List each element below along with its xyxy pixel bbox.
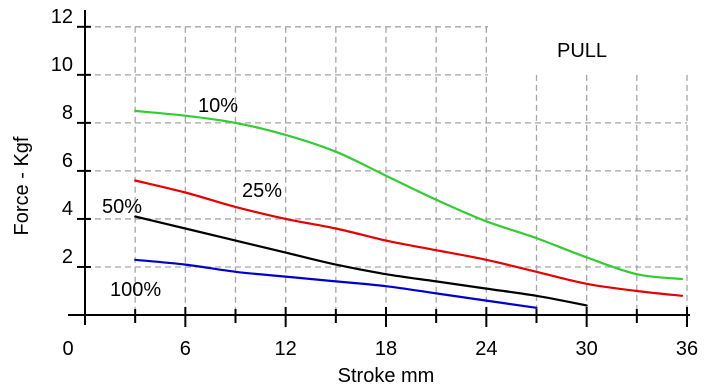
y-tick-label-10: 10 xyxy=(51,54,73,76)
series-label-50: 50% xyxy=(102,196,142,218)
series-line-10pct xyxy=(134,109,684,281)
x-tick-label-24: 24 xyxy=(475,338,497,360)
y-tick-label-12: 12 xyxy=(51,6,73,28)
x-tick-label-30: 30 xyxy=(576,338,598,360)
x-tick-label-0: 0 xyxy=(62,338,73,360)
y-tick-label-6: 6 xyxy=(62,150,73,172)
x-tick-label-6: 6 xyxy=(180,338,191,360)
grid xyxy=(85,26,688,315)
series-line-100pct xyxy=(134,258,538,309)
series-line-50pct xyxy=(134,215,588,307)
x-tick-label-12: 12 xyxy=(275,338,297,360)
series-lines xyxy=(134,109,684,309)
series-label-10: 10% xyxy=(198,95,238,117)
y-tick-label-8: 8 xyxy=(62,102,73,124)
y-tick-label-4: 4 xyxy=(62,198,73,220)
x-axis-title: Stroke mm xyxy=(338,365,435,387)
ticks xyxy=(77,25,688,327)
y-tick-label-2: 2 xyxy=(62,246,73,268)
series-line-25pct xyxy=(134,179,684,297)
y-axis-title: Force - Kgf xyxy=(11,136,33,235)
series-label-25: 25% xyxy=(242,180,282,202)
x-tick-label-18: 18 xyxy=(375,338,397,360)
pull-annotation: PULL xyxy=(557,40,607,62)
x-tick-label-36: 36 xyxy=(676,338,698,360)
series-label-100: 100% xyxy=(110,279,161,301)
